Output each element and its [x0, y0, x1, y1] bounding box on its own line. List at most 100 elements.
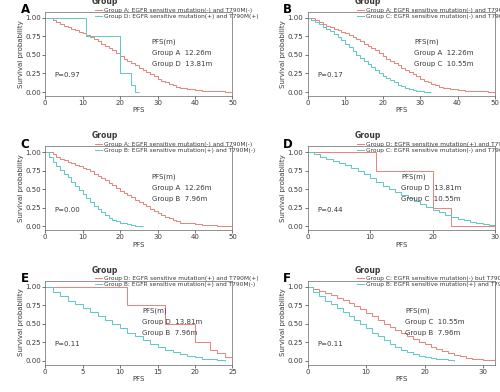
Group B: EGFR sensitive mutation(+) and T790M(-): (9, 0.55): EGFR sensitive mutation(+) and T790M(-):… [110, 318, 116, 322]
X-axis label: PFS: PFS [395, 376, 407, 382]
Group A: EGFR sensitive mutation(-) and T790M(-): (46, 0.015): EGFR sensitive mutation(-) and T790M(-):… [214, 89, 220, 93]
Group A: EGFR sensitive mutation(-) and T790M(-): (48, 0.005): EGFR sensitive mutation(-) and T790M(-):… [222, 224, 228, 229]
Y-axis label: Survival probability: Survival probability [18, 289, 24, 356]
Group D: EGFR sensitive mutation(+) and T790M(+): (24, 0): EGFR sensitive mutation(+) and T790M(+):… [132, 90, 138, 94]
Text: Group A  12.26m: Group A 12.26m [152, 51, 212, 56]
Group B: EGFR sensitive mutation(+) and T790M(-): (17, 0.12): EGFR sensitive mutation(+) and T790M(-):… [170, 350, 175, 354]
Group B: EGFR sensitive mutation(+) and T790M(-): (18, 0.09): EGFR sensitive mutation(+) and T790M(-):… [177, 352, 183, 356]
Group C: EGFR sensitive mutation(-) and T790M(+): (0, 1): EGFR sensitive mutation(-) and T790M(+):… [304, 150, 310, 154]
Text: P=0.00: P=0.00 [54, 207, 80, 213]
Line: Group D: EGFR sensitive mutation(+) and T790M(+): Group D: EGFR sensitive mutation(+) and … [45, 18, 139, 92]
Text: PFS(m): PFS(m) [405, 307, 429, 314]
Group B: EGFR sensitive mutation(+) and T790M(-): (7, 0.6): EGFR sensitive mutation(+) and T790M(-):… [94, 314, 100, 319]
Group B: EGFR sensitive mutation(+) and T790M(-): (2, 0.93): EGFR sensitive mutation(+) and T790M(-):… [57, 289, 63, 294]
Group B: EGFR sensitive mutation(+) and T790M(-): (23, 0.01): EGFR sensitive mutation(+) and T790M(-):… [214, 358, 220, 363]
Group A: EGFR sensitive mutation(-) and T790M(-): (14, 0.68): EGFR sensitive mutation(-) and T790M(-):… [357, 39, 363, 44]
Line: Group A: EGFR sensitive mutation(-) and T790M(-): Group A: EGFR sensitive mutation(-) and … [45, 18, 232, 92]
Text: PFS(m): PFS(m) [414, 39, 439, 45]
Group B: EGFR sensitive mutation(+) and T790M(-): (3, 0.81): EGFR sensitive mutation(+) and T790M(-):… [64, 298, 70, 303]
Group B: EGFR sensitive mutation(+) and T790M(-): (6, 0.66): EGFR sensitive mutation(+) and T790M(-):… [87, 309, 93, 314]
Group D: EGFR sensitive mutation(+) and T790M(+): (11, 0.75): EGFR sensitive mutation(+) and T790M(+):… [83, 34, 89, 39]
Group D: EGFR sensitive mutation(+) and T790M(+): (11, 0.75): EGFR sensitive mutation(+) and T790M(+):… [124, 303, 130, 307]
Group A: EGFR sensitive mutation(-) and T790M(-): (50, 0.005): EGFR sensitive mutation(-) and T790M(-):… [230, 89, 235, 94]
Group C: EGFR sensitive mutation(-) and T790M(+): (31, 0.01): EGFR sensitive mutation(-) and T790M(+):… [498, 223, 500, 228]
Group D: EGFR sensitive mutation(+) and T790M(+): (23, 0.1): EGFR sensitive mutation(+) and T790M(+):… [128, 82, 134, 87]
Text: Group B  7.96m: Group B 7.96m [405, 330, 460, 336]
Group B: EGFR sensitive mutation(+) and T790M(-): (11, 0.44): EGFR sensitive mutation(+) and T790M(-):… [124, 326, 130, 330]
Legend: Group D: EGFR sensitive mutation(+) and T790M(+), Group C: EGFR sensitive mutati: Group D: EGFR sensitive mutation(+) and … [358, 142, 500, 153]
Group A: EGFR sensitive mutation(-) and T790M(-): (14, 0.71): EGFR sensitive mutation(-) and T790M(-):… [357, 37, 363, 42]
Group B: EGFR sensitive mutation(+) and T790M(-): (15, 0.23): EGFR sensitive mutation(+) and T790M(-):… [154, 341, 160, 346]
Group B: EGFR sensitive mutation(+) and T790M(-): (20, 0.07): EGFR sensitive mutation(+) and T790M(-):… [192, 353, 198, 358]
Group D: EGFR sensitive mutation(+) and T790M(+): (20, 0.25): EGFR sensitive mutation(+) and T790M(+):… [430, 205, 436, 210]
Group D: EGFR sensitive mutation(+) and T790M(+): (19, 0.75): EGFR sensitive mutation(+) and T790M(+):… [423, 168, 429, 173]
Group D: EGFR sensitive mutation(+) and T790M(+): (20, 0.5): EGFR sensitive mutation(+) and T790M(+):… [192, 321, 198, 326]
Group B: EGFR sensitive mutation(+) and T790M(-): (4, 0.81): EGFR sensitive mutation(+) and T790M(-):… [72, 298, 78, 303]
Group A: EGFR sensitive mutation(-) and T790M(-): (22, 0.42): EGFR sensitive mutation(-) and T790M(-):… [124, 58, 130, 63]
Group B: EGFR sensitive mutation(+) and T790M(-): (3, 0.87): EGFR sensitive mutation(+) and T790M(-):… [64, 294, 70, 299]
Group C: EGFR sensitive mutation(-) and T790M(+): (33, 0): EGFR sensitive mutation(-) and T790M(+):… [428, 90, 434, 94]
Group D: EGFR sensitive mutation(+) and T790M(+): (23, 0.15): EGFR sensitive mutation(+) and T790M(+):… [214, 347, 220, 352]
Group A: EGFR sensitive mutation(-) and T790M(-): (16, 0.65): EGFR sensitive mutation(-) and T790M(-):… [102, 176, 108, 180]
Group A: EGFR sensitive mutation(-) and T790M(-): (8, 0.83): EGFR sensitive mutation(-) and T790M(-):… [72, 28, 78, 33]
Group C: EGFR sensitive mutation(-) and T790M(+): (14, 0.5): EGFR sensitive mutation(-) and T790M(+):… [357, 53, 363, 57]
Group D: EGFR sensitive mutation(+) and T790M(+): (22, 0.25): EGFR sensitive mutation(+) and T790M(+):… [124, 71, 130, 76]
Group B: EGFR sensitive mutation(+) and T790M(-): (14, 0.23): EGFR sensitive mutation(+) and T790M(-):… [147, 341, 153, 346]
Text: A: A [20, 4, 30, 16]
Group C: EGFR sensitive mutation(-) but T790M(+): (31, 0.005): EGFR sensitive mutation(-) but T790M(+):… [486, 358, 492, 363]
X-axis label: PFS: PFS [395, 242, 407, 248]
Text: Group: Group [354, 0, 381, 6]
Group D: EGFR sensitive mutation(+) and T790M(+): (20, 0.75): EGFR sensitive mutation(+) and T790M(+):… [117, 34, 123, 39]
Group D: EGFR sensitive mutation(+) and T790M(+): (30, 0): EGFR sensitive mutation(+) and T790M(+):… [492, 224, 498, 229]
Group B: EGFR sensitive mutation(+) and T790M(-): (19, 0.07): EGFR sensitive mutation(+) and T790M(-):… [184, 353, 190, 358]
Line: Group A: EGFR sensitive mutation(-) and T790M(-): Group A: EGFR sensitive mutation(-) and … [308, 18, 495, 92]
Text: PFS(m): PFS(m) [152, 39, 176, 45]
Group B: EGFR sensitive mutation(+) and T790M(-): (5, 0.76): EGFR sensitive mutation(+) and T790M(-):… [80, 302, 86, 307]
X-axis label: PFS: PFS [132, 107, 145, 113]
Group C: EGFR sensitive mutation(-) but T790M(+): (10, 0.7): EGFR sensitive mutation(-) but T790M(+):… [363, 307, 369, 311]
Group D: EGFR sensitive mutation(+) and T790M(+): (20, 0.75): EGFR sensitive mutation(+) and T790M(+):… [430, 168, 436, 173]
Group D: EGFR sensitive mutation(+) and T790M(+): (22, 0.25): EGFR sensitive mutation(+) and T790M(+):… [442, 205, 448, 210]
Group B: EGFR sensitive mutation(+) and T790M(-): (13, 0.33): EGFR sensitive mutation(+) and T790M(-):… [140, 334, 145, 339]
Group C: EGFR sensitive mutation(-) but T790M(+): (8, 0.78): EGFR sensitive mutation(-) but T790M(+):… [352, 301, 358, 305]
Line: Group C: EGFR sensitive mutation(-) and T790M(+): Group C: EGFR sensitive mutation(-) and … [308, 152, 500, 227]
Group A: EGFR sensitive mutation(-) and T790M(-): (48, 0.005): EGFR sensitive mutation(-) and T790M(-):… [484, 89, 490, 94]
Group B: EGFR sensitive mutation(+) and T790M(-): (22, 0.03): EGFR sensitive mutation(+) and T790M(-):… [207, 356, 213, 361]
Group B: EGFR sensitive mutation(+) and T790M(-): (16, 0.19): EGFR sensitive mutation(+) and T790M(-):… [162, 344, 168, 349]
X-axis label: PFS: PFS [132, 242, 145, 248]
Group B: EGFR sensitive mutation(+) and T790M(-): (20, 0.05): EGFR sensitive mutation(+) and T790M(-):… [192, 355, 198, 359]
Group C: EGFR sensitive mutation(-) but T790M(+): (32, 0): EGFR sensitive mutation(-) but T790M(+):… [492, 359, 498, 363]
Group C: EGFR sensitive mutation(-) and T790M(+): (15, 0.42): EGFR sensitive mutation(-) and T790M(+):… [361, 58, 367, 63]
Group D: EGFR sensitive mutation(+) and T790M(+): (11, 0.75): EGFR sensitive mutation(+) and T790M(+):… [373, 168, 380, 173]
Group B: EGFR sensitive mutation(+) and T790M(-): (19, 0.09): EGFR sensitive mutation(+) and T790M(-):… [184, 352, 190, 356]
Text: D: D [283, 138, 293, 151]
Group B: EGFR sensitive mutation(+) and T790M(-): (21, 0.05): EGFR sensitive mutation(+) and T790M(-):… [200, 355, 205, 359]
Group D: EGFR sensitive mutation(+) and T790M(+): (23, 0.1): EGFR sensitive mutation(+) and T790M(+):… [214, 351, 220, 356]
Group C: EGFR sensitive mutation(-) but T790M(+): (28, 0.04): EGFR sensitive mutation(-) but T790M(+):… [468, 356, 474, 360]
Group B: EGFR sensitive mutation(+) and T790M(-): (16, 0.15): EGFR sensitive mutation(+) and T790M(-):… [162, 347, 168, 352]
Group A: EGFR sensitive mutation(-) and T790M(-): (14, 0.71): EGFR sensitive mutation(-) and T790M(-):… [94, 37, 100, 42]
Group D: EGFR sensitive mutation(+) and T790M(+): (11, 1): EGFR sensitive mutation(+) and T790M(+):… [373, 150, 380, 154]
Group B: EGFR sensitive mutation(+) and T790M(-): (1, 0.93): EGFR sensitive mutation(+) and T790M(-):… [50, 289, 56, 294]
Group B: EGFR sensitive mutation(+) and T790M(-): (24, 0): EGFR sensitive mutation(+) and T790M(-):… [222, 359, 228, 363]
Group D: EGFR sensitive mutation(+) and T790M(+): (23, 0.25): EGFR sensitive mutation(+) and T790M(+):… [448, 205, 454, 210]
Text: Group A  12.26m: Group A 12.26m [414, 51, 474, 56]
X-axis label: PFS: PFS [132, 376, 145, 382]
Group B: EGFR sensitive mutation(+) and T790M(-): (0, 1): EGFR sensitive mutation(+) and T790M(-):… [42, 284, 48, 289]
Group D: EGFR sensitive mutation(+) and T790M(+): (10, 1): EGFR sensitive mutation(+) and T790M(+):… [80, 15, 86, 20]
Text: Group: Group [92, 266, 118, 275]
Group D: EGFR sensitive mutation(+) and T790M(+): (16, 0.5): EGFR sensitive mutation(+) and T790M(+):… [162, 321, 168, 326]
Group B: EGFR sensitive mutation(+) and T790M(-): (6, 0.71): EGFR sensitive mutation(+) and T790M(-):… [87, 306, 93, 310]
Group D: EGFR sensitive mutation(+) and T790M(+): (22, 0.25): EGFR sensitive mutation(+) and T790M(+):… [442, 205, 448, 210]
Group D: EGFR sensitive mutation(+) and T790M(+): (11, 1): EGFR sensitive mutation(+) and T790M(+):… [83, 15, 89, 20]
Group D: EGFR sensitive mutation(+) and T790M(+): (22, 0.15): EGFR sensitive mutation(+) and T790M(+):… [207, 347, 213, 352]
Group A: EGFR sensitive mutation(-) and T790M(-): (46, 0.015): EGFR sensitive mutation(-) and T790M(-):… [214, 223, 220, 228]
Group D: EGFR sensitive mutation(+) and T790M(+): (10, 1): EGFR sensitive mutation(+) and T790M(+):… [367, 150, 373, 154]
Text: Group D  13.81m: Group D 13.81m [152, 62, 212, 67]
Group C: EGFR sensitive mutation(-) and T790M(+): (5, 0.85): EGFR sensitive mutation(-) and T790M(+):… [323, 27, 329, 31]
Group B: EGFR sensitive mutation(+) and T790M(-): (12, 0.33): EGFR sensitive mutation(+) and T790M(-):… [132, 334, 138, 339]
Group B: EGFR sensitive mutation(+) and T790M(-): (13, 0.28): EGFR sensitive mutation(+) and T790M(-):… [140, 338, 145, 342]
Group A: EGFR sensitive mutation(-) and T790M(-): (16, 0.65): EGFR sensitive mutation(-) and T790M(-):… [102, 42, 108, 46]
Group B: EGFR sensitive mutation(+) and T790M(-): (8, 0.55): EGFR sensitive mutation(+) and T790M(-):… [102, 318, 108, 322]
Group A: EGFR sensitive mutation(-) and T790M(-): (14, 0.68): EGFR sensitive mutation(-) and T790M(-):… [94, 174, 100, 178]
